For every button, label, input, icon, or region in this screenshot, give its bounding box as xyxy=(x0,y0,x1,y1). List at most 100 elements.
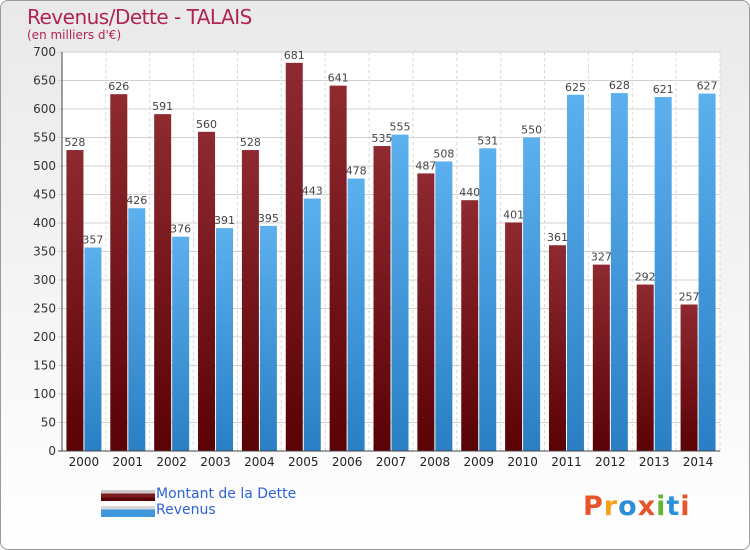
x-tick-label: 2003 xyxy=(200,455,231,469)
data-label: 478 xyxy=(346,165,367,178)
bar-dette xyxy=(285,62,303,452)
bar-revenus xyxy=(216,228,234,451)
y-tick-label: 550 xyxy=(33,131,56,145)
chart-title: Revenus/Dette - TALAIS xyxy=(27,5,252,29)
data-label: 401 xyxy=(503,208,524,221)
data-label: 627 xyxy=(697,80,718,93)
bar-revenus xyxy=(479,148,497,451)
bar-revenus xyxy=(523,137,541,451)
data-label: 560 xyxy=(196,118,217,131)
data-label: 681 xyxy=(284,49,305,62)
data-label: 508 xyxy=(433,147,454,160)
data-label: 621 xyxy=(653,83,674,96)
data-label: 395 xyxy=(258,212,279,225)
logo-letter: r xyxy=(603,491,619,522)
x-tick-label: 2013 xyxy=(639,455,670,469)
bar-dette xyxy=(154,114,172,451)
x-tick-label: 2004 xyxy=(244,455,275,469)
proxiti-logo: Proxiti xyxy=(583,491,691,522)
bar-dette xyxy=(66,150,84,452)
data-label: 426 xyxy=(126,194,147,207)
y-tick-label: 50 xyxy=(41,416,56,430)
bar-revenus xyxy=(654,97,672,451)
data-label: 625 xyxy=(565,81,586,94)
bar-revenus xyxy=(128,208,146,451)
bar-revenus xyxy=(566,94,584,451)
bar-dette xyxy=(110,94,128,452)
data-label: 357 xyxy=(82,234,103,247)
bar-dette xyxy=(417,173,435,451)
logo-letter: i xyxy=(680,491,691,522)
bar-revenus xyxy=(391,134,409,451)
data-label: 528 xyxy=(64,136,85,149)
y-tick-label: 350 xyxy=(33,245,56,259)
bar-dette xyxy=(329,85,347,451)
chart-subtitle: (en milliers d'€) xyxy=(27,28,122,42)
x-tick-label: 2000 xyxy=(69,455,100,469)
data-label: 550 xyxy=(521,124,542,137)
data-label: 361 xyxy=(547,231,568,244)
data-label: 391 xyxy=(214,214,235,227)
x-tick-label: 2009 xyxy=(463,455,494,469)
data-label: 555 xyxy=(390,121,411,134)
x-tick-label: 2001 xyxy=(113,455,144,469)
x-tick-label: 2006 xyxy=(332,455,363,469)
bar-dette xyxy=(592,264,610,451)
bar-revenus xyxy=(84,247,102,451)
bar-dette xyxy=(548,245,566,451)
x-tick-label: 2011 xyxy=(551,455,582,469)
legend-swatch-revenus xyxy=(101,506,155,517)
y-tick-label: 200 xyxy=(33,330,56,344)
data-label: 327 xyxy=(591,251,612,264)
bar-revenus xyxy=(347,178,365,452)
data-label: 641 xyxy=(328,72,349,85)
data-label: 487 xyxy=(415,159,436,172)
logo-letter: P xyxy=(583,491,604,522)
bar-dette xyxy=(198,131,216,452)
y-tick-label: 650 xyxy=(33,74,56,88)
y-tick-label: 100 xyxy=(33,387,56,401)
x-tick-label: 2014 xyxy=(683,455,714,469)
y-tick-label: 300 xyxy=(33,273,56,287)
x-tick-label: 2012 xyxy=(595,455,626,469)
data-label: 440 xyxy=(459,186,480,199)
bar-revenus xyxy=(435,161,453,451)
data-label: 591 xyxy=(152,100,173,113)
logo-letter: t xyxy=(666,491,681,522)
bar-dette xyxy=(461,200,479,451)
bar-dette xyxy=(241,150,259,452)
data-label: 443 xyxy=(302,184,323,197)
x-tick-label: 2002 xyxy=(156,455,187,469)
y-tick-label: 700 xyxy=(33,45,56,59)
x-tick-label: 2007 xyxy=(376,455,407,469)
data-label: 628 xyxy=(609,79,630,92)
data-label: 376 xyxy=(170,223,191,236)
logo-letter: i xyxy=(656,491,667,522)
bar-dette xyxy=(373,146,391,452)
bar-dette xyxy=(680,304,698,451)
x-tick-label: 2010 xyxy=(507,455,538,469)
data-label: 528 xyxy=(240,136,261,149)
data-label: 531 xyxy=(477,134,498,147)
bar-dette xyxy=(636,284,654,451)
x-tick-label: 2008 xyxy=(420,455,451,469)
legend-label-dette: Montant de la Dette xyxy=(156,486,297,502)
bar-revenus xyxy=(698,93,716,452)
data-label: 626 xyxy=(108,80,129,93)
y-tick-label: 0 xyxy=(48,444,56,458)
logo-letter: x xyxy=(637,491,657,522)
data-label: 535 xyxy=(372,132,393,145)
y-tick-label: 400 xyxy=(33,216,56,230)
y-tick-label: 450 xyxy=(33,188,56,202)
data-label: 257 xyxy=(679,291,700,304)
data-label: 292 xyxy=(635,271,656,284)
bar-revenus xyxy=(259,225,277,451)
legend-label-revenus: Revenus xyxy=(156,502,216,518)
bar-revenus xyxy=(610,93,628,451)
logo-letter: o xyxy=(618,491,638,522)
bar-dette xyxy=(505,222,523,451)
y-tick-label: 150 xyxy=(33,359,56,373)
x-tick-label: 2005 xyxy=(288,455,319,469)
